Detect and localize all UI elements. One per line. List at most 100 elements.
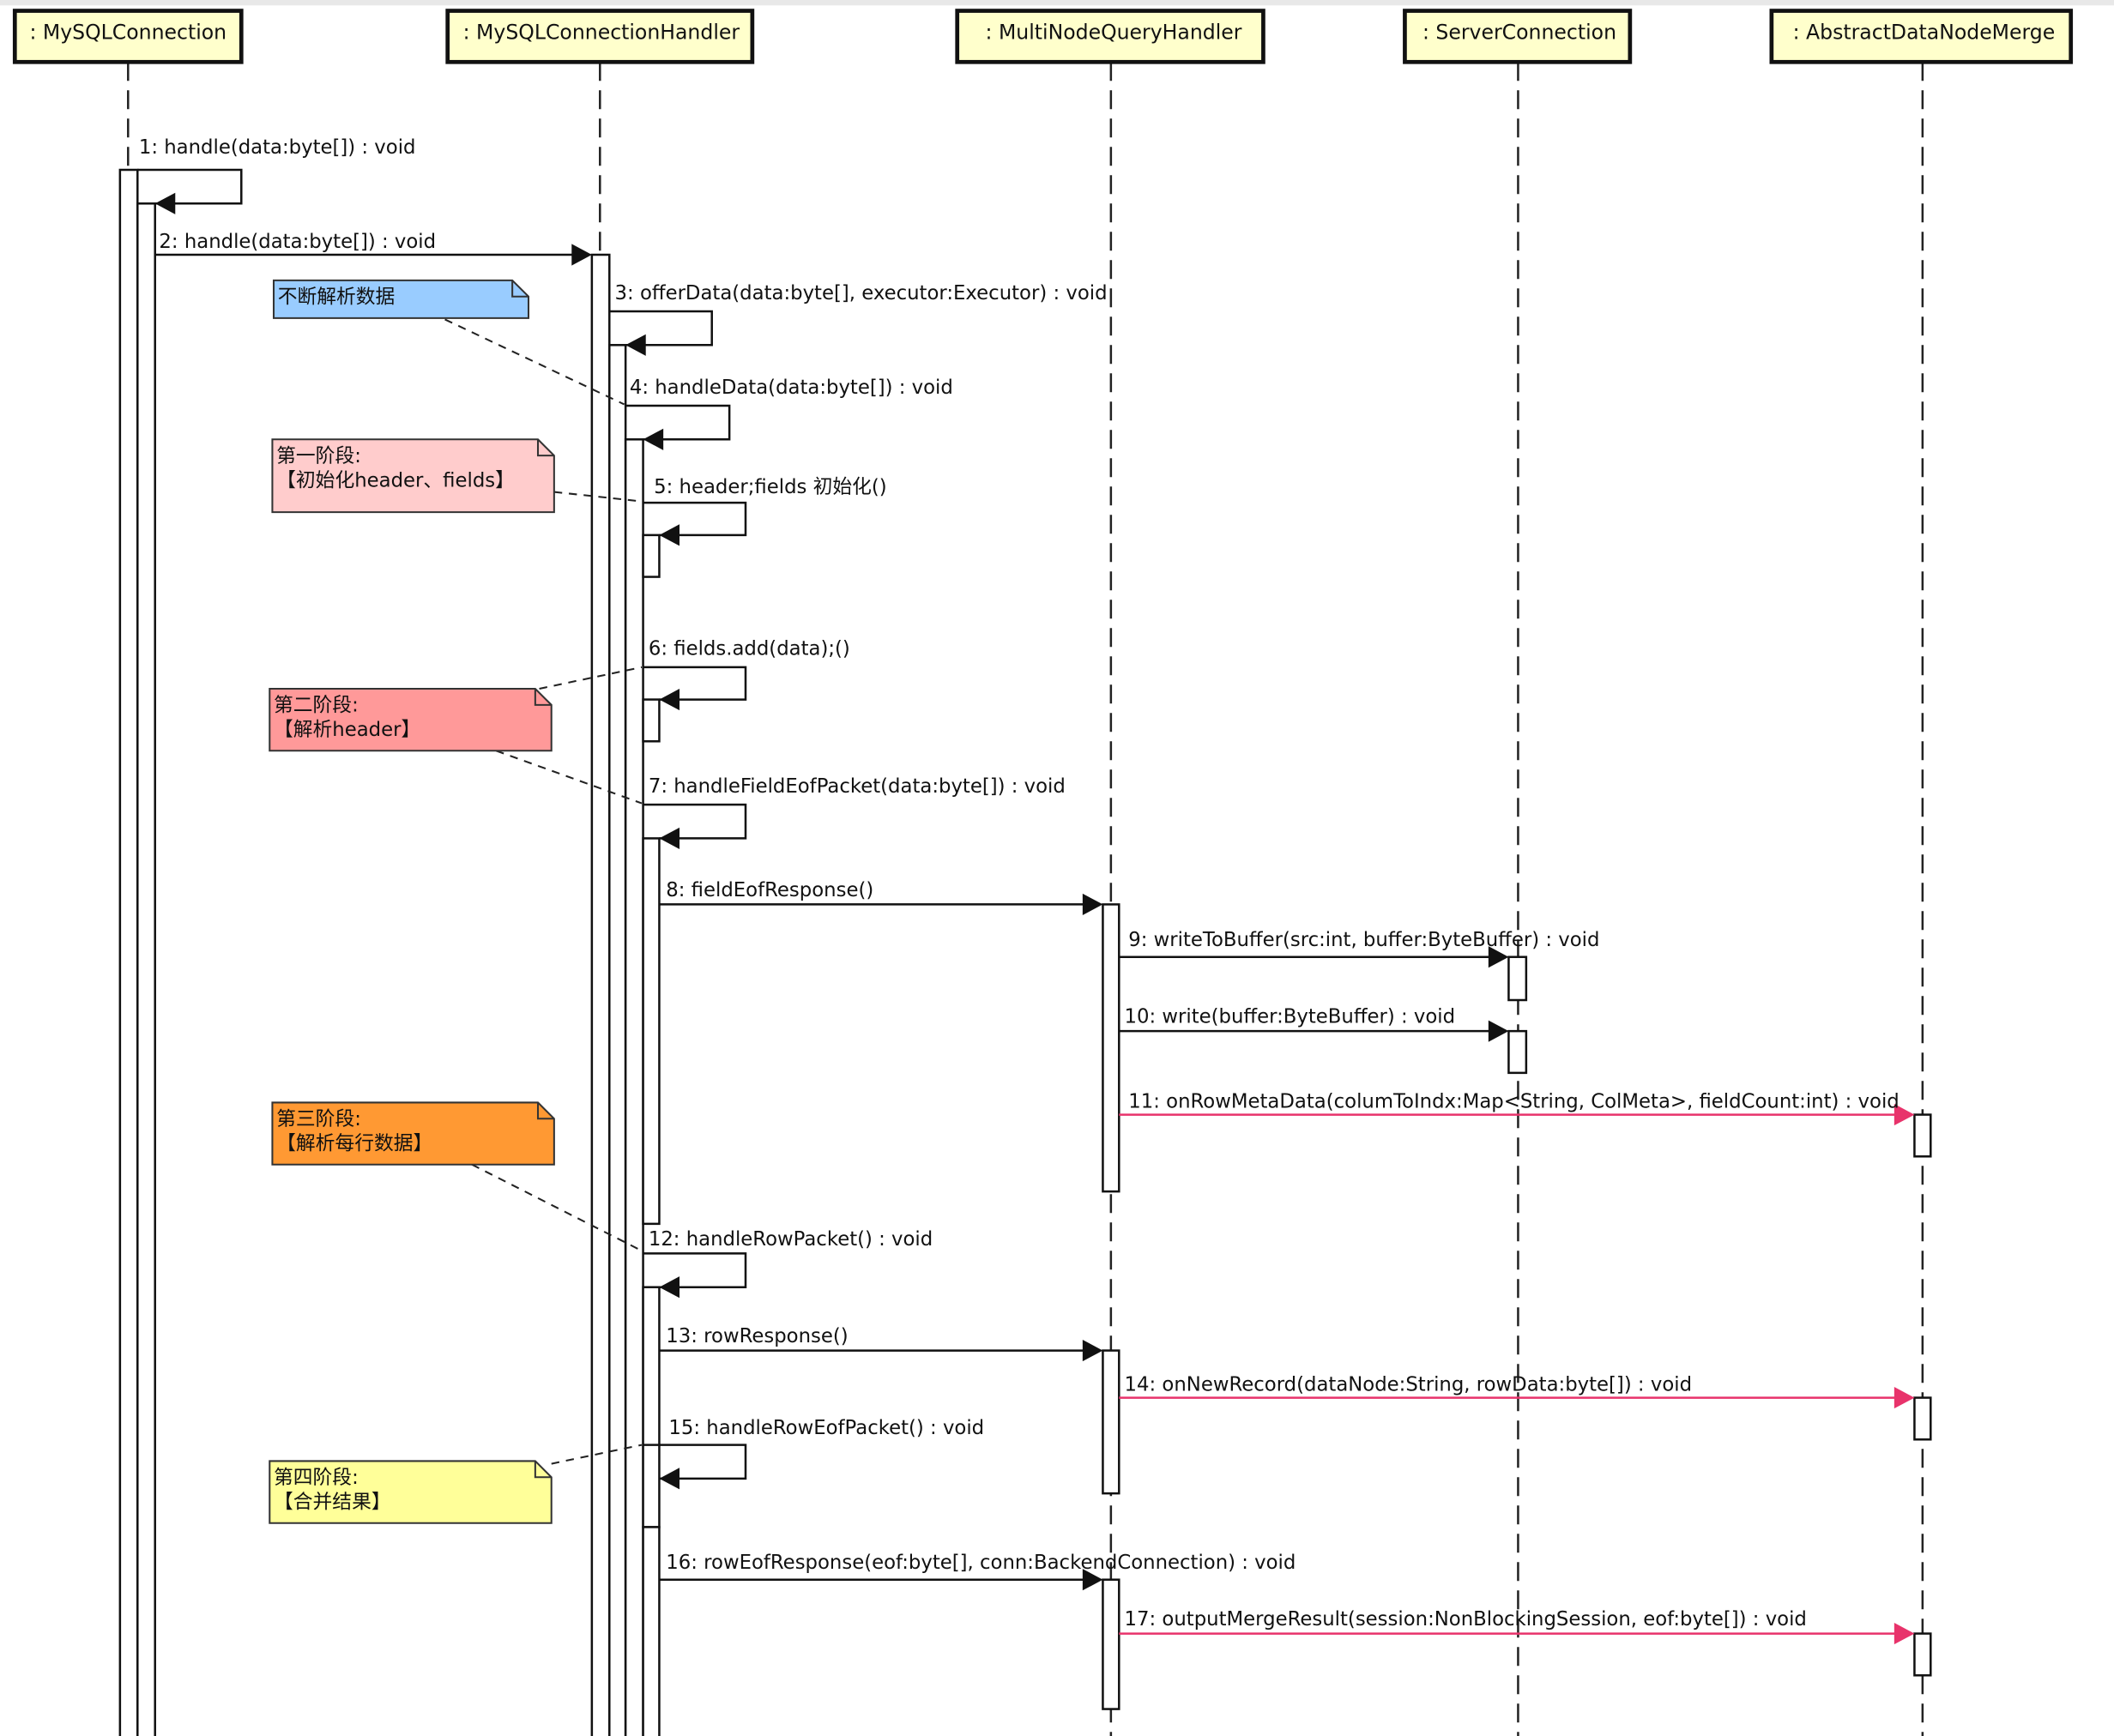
arrowhead-icon [1894, 1623, 1915, 1645]
notes: 不断解析数据第一阶段:【初始化header、fields】第二阶段:【解析hea… [269, 279, 643, 1524]
note-box [269, 687, 553, 752]
activation-bar [642, 533, 661, 578]
note-text: 【初始化header、fields】 [276, 469, 515, 491]
arrowhead-icon [154, 192, 176, 214]
message-12[interactable]: 12: handleRowPacket() : void [643, 1228, 933, 1299]
arrowhead-icon [1894, 1387, 1915, 1409]
arrowhead-icon [659, 1276, 680, 1299]
message-2[interactable]: 2: handle(data:byte[]) : void [154, 231, 592, 266]
message-label: 16: rowEofResponse(eof:byte[], conn:Back… [666, 1552, 1296, 1574]
header-label: : AbstractDataNodeMerge [1793, 21, 2056, 45]
note-text: 第三阶段: [276, 1108, 361, 1130]
note[interactable]: 不断解析数据 [272, 279, 530, 319]
note[interactable]: 第四阶段:【合并结果】 [269, 1460, 553, 1524]
note-fold [536, 1102, 554, 1120]
message-15[interactable]: 15: handleRowEofPacket() : void [643, 1417, 985, 1490]
message-14[interactable]: 14: onNewRecord(dataNode:String, rowData… [1119, 1374, 1915, 1409]
note-fold [534, 1461, 552, 1479]
arrowhead-icon [659, 524, 680, 546]
arrowhead-icon [571, 244, 592, 266]
note-box [271, 438, 555, 514]
self-message-line [643, 501, 747, 537]
self-message-line [643, 666, 747, 701]
note-text: 不断解析数据 [278, 286, 396, 309]
activation-bar [1102, 1578, 1120, 1710]
activation-bar [1913, 1632, 1932, 1677]
self-message-line [609, 310, 713, 347]
message-8[interactable]: 8: fieldEofResponse() [659, 879, 1103, 915]
note-connector [471, 1163, 643, 1252]
activation-bar [1507, 955, 1528, 1002]
message-7[interactable]: 7: handleFieldEofPacket(data:byte[]) : v… [643, 775, 1066, 849]
header-multinodequeryhandler[interactable]: : MultiNodeQueryHandler [955, 9, 1265, 64]
header-box [1769, 9, 2074, 64]
arrowhead-icon [1488, 1020, 1509, 1042]
message-label: 3: offerData(data:byte[], executor:Execu… [615, 282, 1108, 304]
arrowhead-icon [1082, 1569, 1103, 1591]
activation-bar [590, 253, 611, 1736]
message-9[interactable]: 9: writeToBuffer(src:int, buffer:ByteBuf… [1119, 929, 1599, 968]
header-mysqlconnectionhandler[interactable]: : MySQLConnectionHandler [445, 9, 755, 64]
message-label: 5: header;fields 初始化() [654, 476, 887, 498]
header-serverconnection[interactable]: : ServerConnection [1403, 9, 1633, 64]
header-label: : ServerConnection [1422, 21, 1616, 45]
message-label: 8: fieldEofResponse() [666, 879, 873, 901]
header-abstractdatanodemerge[interactable]: : AbstractDataNodeMerge [1769, 9, 2074, 64]
message-3[interactable]: 3: offerData(data:byte[], executor:Execu… [609, 282, 1108, 356]
activation-bar [118, 168, 139, 1736]
self-message-line [137, 168, 243, 205]
message-13[interactable]: 13: rowResponse() [659, 1325, 1103, 1362]
activation-bar [608, 344, 627, 1736]
note-connector [495, 750, 643, 805]
note-text: 第一阶段: [276, 445, 361, 467]
note-text: 第四阶段: [274, 1467, 359, 1489]
note-connector [444, 318, 625, 406]
note-connector [551, 1444, 643, 1465]
message-6[interactable]: 6: fields.add(data);() [643, 638, 850, 711]
message-label: 14: onNewRecord(dataNode:String, rowData… [1125, 1374, 1692, 1396]
note[interactable]: 第三阶段:【解析每行数据】 [271, 1101, 555, 1166]
note[interactable]: 第二阶段:【解析header】 [269, 687, 553, 752]
note-connector [539, 666, 643, 690]
activation-bar [1913, 1396, 1932, 1441]
activation-bar [642, 1286, 661, 1528]
message-11[interactable]: 11: onRowMetaData(columToIndx:Map<String… [1119, 1091, 1915, 1126]
activation-bar [642, 837, 661, 1226]
header-mysqlconnection[interactable]: : MySQLConnection [12, 9, 244, 64]
top-strip [0, 0, 2114, 6]
message-17[interactable]: 17: outputMergeResult(session:NonBlockin… [1119, 1608, 1915, 1645]
self-message-line [643, 1444, 747, 1480]
message-1[interactable]: 1: handle(data:byte[]) : void [137, 136, 415, 214]
self-message-line [643, 1252, 747, 1288]
message-10[interactable]: 10: write(buffer:ByteBuffer) : void [1119, 1006, 1509, 1042]
activation-bar [1102, 903, 1120, 1193]
self-message-line [625, 404, 731, 441]
arrowhead-icon [1488, 946, 1509, 968]
message-label: 6: fields.add(data);() [649, 638, 850, 660]
note-fold [511, 280, 528, 298]
message-4[interactable]: 4: handleData(data:byte[]) : void [625, 377, 953, 450]
message-label: 17: outputMergeResult(session:NonBlockin… [1125, 1608, 1807, 1631]
note[interactable]: 第一阶段:【初始化header、fields】 [271, 438, 555, 514]
arrowhead-icon [659, 1468, 680, 1490]
message-5[interactable]: 5: header;fields 初始化() [643, 476, 887, 546]
arrowhead-icon [659, 827, 680, 849]
message-label: 1: handle(data:byte[]) : void [139, 136, 416, 159]
header-box [12, 9, 244, 64]
header-label: : MySQLConnection [29, 21, 226, 45]
note-fold [534, 689, 552, 706]
activation-bar [1507, 1029, 1528, 1075]
activation-bar [642, 1526, 661, 1736]
header-box [1403, 9, 1633, 64]
arrowhead-icon [1082, 893, 1103, 915]
activation-bar [624, 438, 644, 1736]
header-box [955, 9, 1265, 64]
note-box [272, 279, 530, 319]
message-label: 9: writeToBuffer(src:int, buffer:ByteBuf… [1128, 929, 1599, 951]
message-16[interactable]: 16: rowEofResponse(eof:byte[], conn:Back… [659, 1552, 1296, 1591]
arrowhead-icon [1894, 1104, 1915, 1126]
note-box [271, 1101, 555, 1166]
activation-bar [136, 202, 156, 1736]
message-label: 4: handleData(data:byte[]) : void [630, 377, 953, 399]
